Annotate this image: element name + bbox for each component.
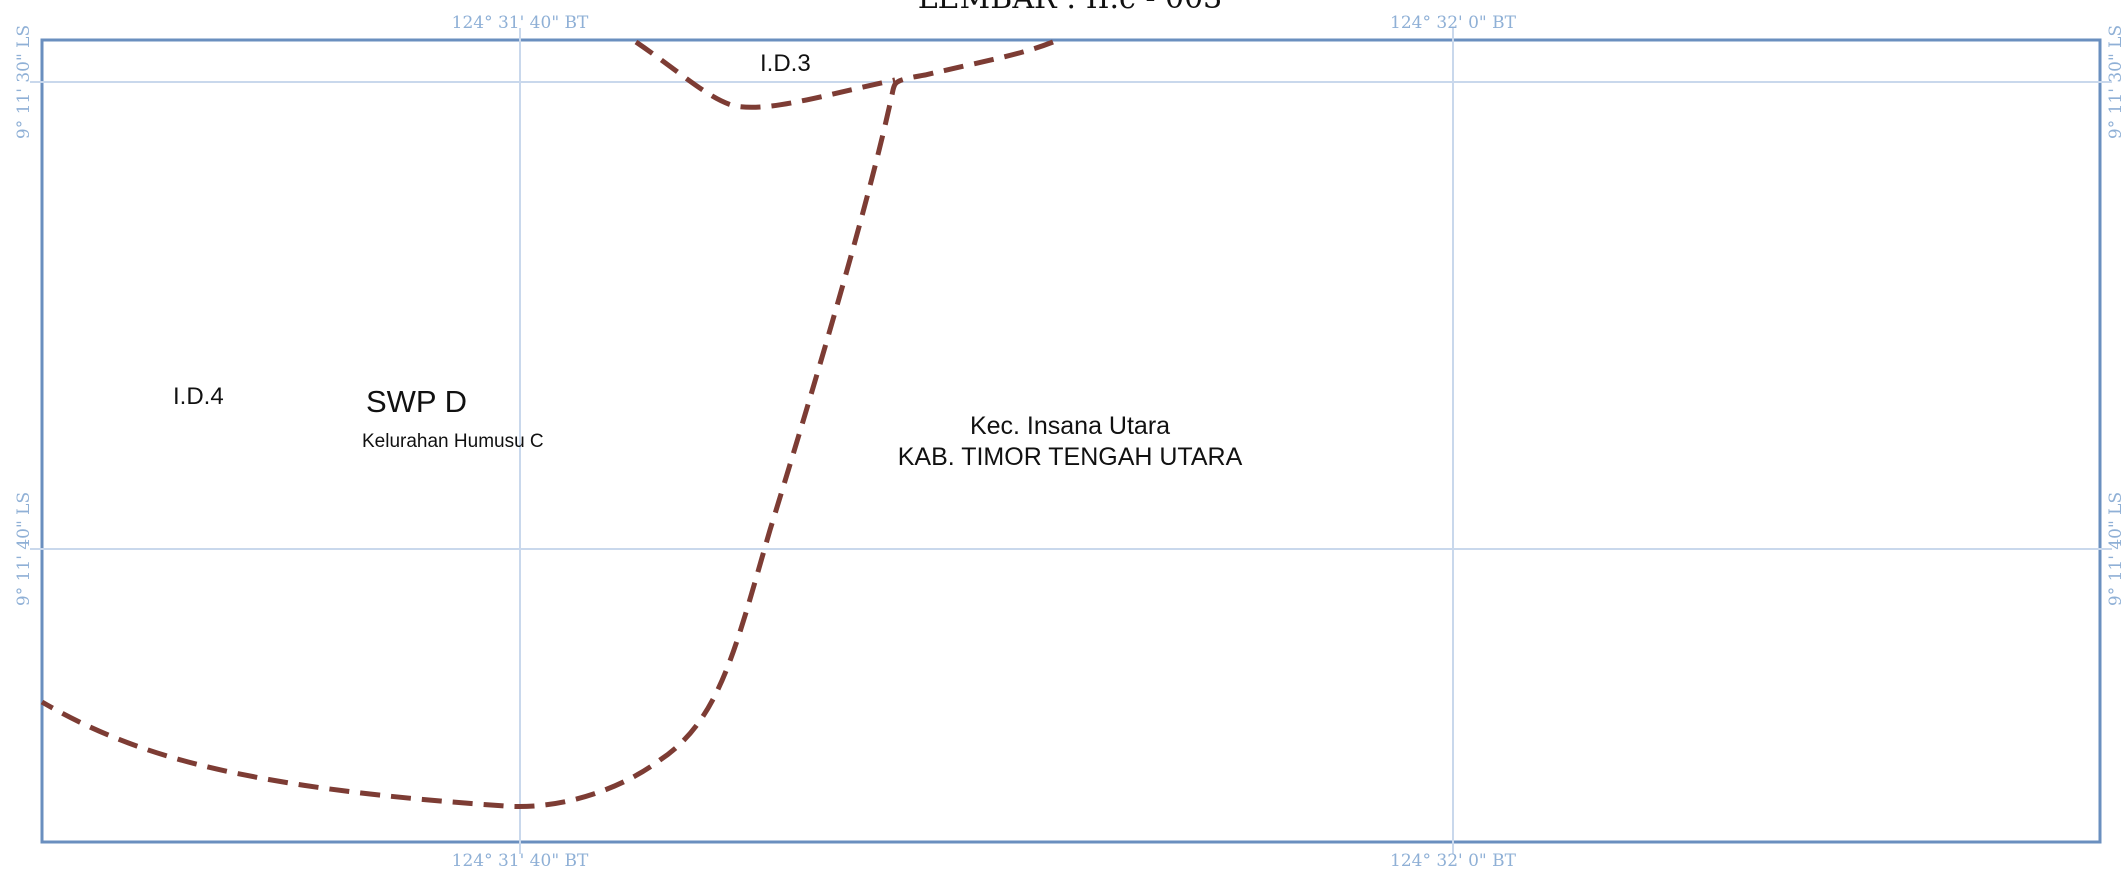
latitude-label-left-2: 9° 11' 40" LS — [14, 492, 34, 606]
latitude-label-right-2: 9° 11' 40" LS — [2106, 492, 2125, 606]
longitude-label-top-2: 124° 32' 0" BT — [1390, 13, 1517, 33]
longitude-label-bottom-1: 124° 31' 40" BT — [452, 851, 589, 871]
sheet-title: LEMBAR : II.c - 003 — [918, 0, 1223, 16]
boundary-line-id3 — [634, 39, 896, 110]
map-frame — [40, 38, 2102, 844]
swp-label: SWP D — [366, 384, 467, 419]
longitude-label-bottom-2: 124° 32' 0" BT — [1390, 851, 1517, 871]
kabupaten-label: KAB. TIMOR TENGAH UTARA — [898, 443, 1243, 471]
latitude-label-right-1: 9° 11' 30" LS — [2106, 25, 2125, 139]
graticule — [30, 28, 2112, 854]
kecamatan-label: Kec. Insana Utara — [970, 412, 1170, 440]
boundary-line-main — [40, 39, 1054, 810]
longitude-label-top-1: 124° 31' 40" BT — [452, 13, 589, 33]
latitude-label-left-1: 9° 11' 30" LS — [14, 25, 34, 139]
kelurahan-label: Kelurahan Humusu C — [362, 431, 544, 452]
boundary-lines — [40, 39, 1054, 810]
block-label-id4: I.D.4 — [173, 383, 224, 410]
block-label-id3: I.D.3 — [760, 50, 811, 77]
